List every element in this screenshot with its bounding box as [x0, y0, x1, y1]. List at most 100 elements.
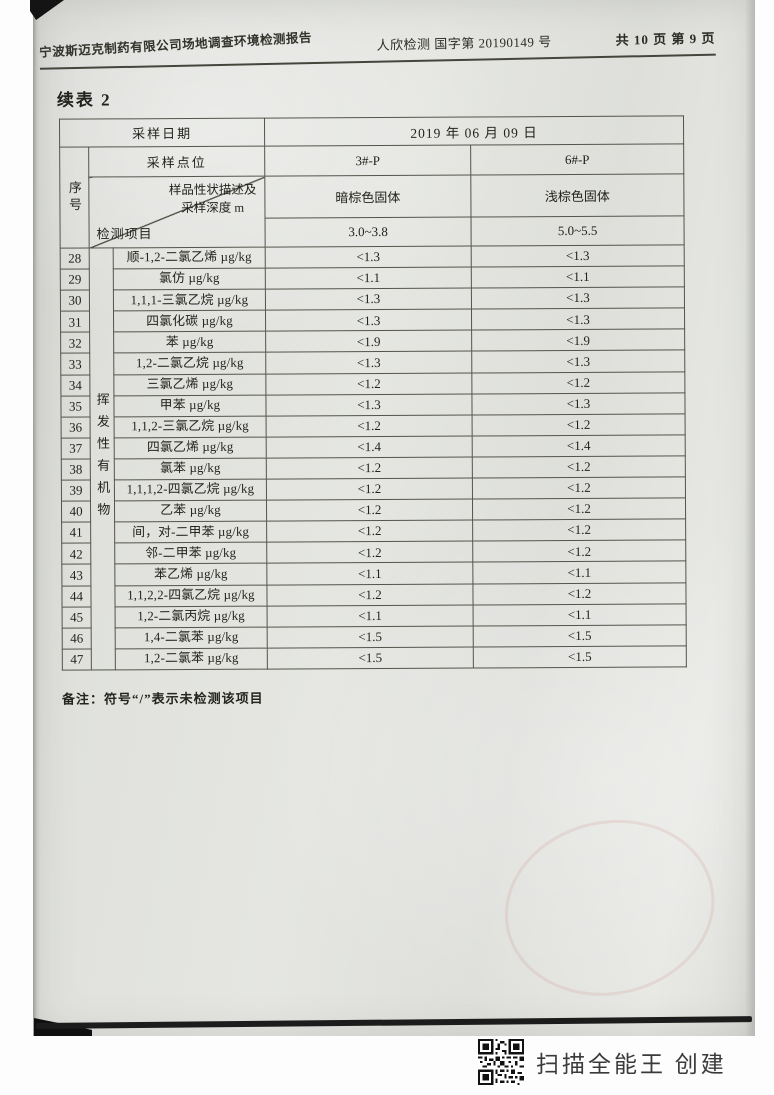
result-value-2: <1.5 [473, 624, 687, 647]
analyte-name: 苯 µg/kg [113, 331, 266, 354]
result-value-1: <1.2 [266, 414, 473, 437]
analyte-name: 四氯化碳 µg/kg [113, 310, 266, 333]
row-number: 37 [61, 437, 91, 460]
analyte-name: 氯苯 µg/kg [114, 458, 267, 480]
sample-depth-2: 5.0~5.5 [471, 215, 685, 247]
sample-depth-1: 3.0~3.8 [265, 217, 472, 248]
result-value-2: <1.2 [472, 476, 686, 500]
sampling-date-value: 2019 年 06 月 09 日 [264, 115, 684, 147]
row-number: 36 [61, 416, 91, 439]
row-number: 39 [61, 480, 91, 502]
result-value-1: <1.4 [266, 435, 473, 459]
row-number: 41 [61, 522, 91, 544]
results-table: 采样日期 2019 年 06 月 09 日 序号 采样点位 3#-P 6#-P … [58, 115, 687, 671]
page-number: 共 10 页 第 9 页 [615, 30, 716, 48]
result-value-2: <1.1 [473, 603, 687, 626]
analyte-name: 1,1,1-三氯乙烷 µg/kg [113, 289, 266, 312]
page-content: 宁波斯迈克制药有限公司场地调查环境检测报告 人欣检测 国字第 20190149 … [38, 27, 732, 1016]
header-row-points: 序号 采样点位 3#-P 6#-P [59, 143, 684, 249]
result-value-2: <1.1 [471, 266, 685, 289]
analyte-name: 1,4-二氯苯 µg/kg [115, 626, 268, 649]
result-value-2: <1.4 [472, 434, 686, 457]
serial-number-label: 序号 [66, 180, 82, 215]
sample-description-label: 样品性状描述及 采样深度 m [168, 182, 257, 216]
header-row-date: 采样日期 2019 年 06 月 09 日 [59, 115, 684, 148]
result-value-2: <1.3 [471, 287, 685, 310]
running-header: 宁波斯迈克制药有限公司场地调查环境检测报告 人欣检测 国字第 20190149 … [38, 27, 716, 70]
result-value-1: <1.3 [265, 309, 472, 332]
row-number: 46 [62, 627, 92, 649]
row-number: 47 [62, 648, 92, 671]
footnote: 备注：符号“/”表示未检测该项目 [61, 690, 264, 707]
result-value-1: <1.3 [265, 246, 472, 269]
report-number: 人欣检测 国字第 20190149 号 [376, 34, 552, 53]
result-value-2: <1.2 [471, 371, 685, 394]
sample-description-1: 暗棕色固体 [264, 175, 472, 219]
result-value-2: <1.2 [472, 498, 686, 521]
table-row: 47 1,2-二氯苯 µg/kg <1.5 <1.5 [62, 645, 687, 671]
result-value-2: <1.3 [471, 308, 685, 331]
result-value-1: <1.2 [265, 372, 472, 395]
row-number: 35 [60, 395, 91, 417]
test-item-label: 检测项目 [96, 226, 153, 242]
analyte-name: 三氯乙烯 µg/kg [113, 373, 266, 396]
analyte-name: 1,1,1,2-四氯乙烷 µg/kg [114, 479, 267, 502]
row-number: 31 [60, 311, 90, 333]
analyte-name: 邻-二甲苯 µg/kg [114, 542, 267, 565]
result-value-1: <1.2 [266, 520, 473, 543]
row-number: 40 [61, 501, 91, 523]
report-title: 宁波斯迈克制药有限公司场地调查环境检测报告 [38, 30, 313, 60]
row-number: 33 [60, 353, 90, 375]
result-value-1: <1.5 [267, 625, 474, 648]
row-number: 28 [60, 248, 90, 270]
result-value-1: <1.1 [266, 562, 473, 585]
analyte-name: 1,1,2-三氯乙烷 µg/kg [114, 415, 267, 438]
analyte-name: 1,2-二氯乙烷 µg/kg [113, 352, 266, 375]
diagonal-header-cell: 样品性状描述及 采样深度 m 检测项目 [88, 176, 266, 249]
sampling-point-1: 3#-P [264, 145, 471, 177]
result-value-2: <1.3 [471, 392, 686, 415]
result-value-2: <1.2 [472, 540, 686, 563]
serial-number-header: 序号 [59, 147, 90, 249]
row-number: 45 [62, 606, 92, 628]
result-value-2: <1.3 [471, 244, 685, 268]
faint-stamp-mark [488, 800, 732, 1016]
result-value-1: <1.2 [266, 456, 473, 480]
result-value-1: <1.2 [266, 478, 473, 501]
analyte-name: 间，对-二甲苯 µg/kg [114, 521, 267, 544]
result-value-2: <1.2 [472, 582, 687, 605]
analyte-name: 1,2-二氯丙烷 µg/kg [115, 605, 268, 628]
row-number: 29 [60, 269, 90, 291]
analyte-name: 氯仿 µg/kg [113, 268, 266, 291]
result-value-1: <1.1 [267, 604, 474, 627]
row-number: 34 [60, 374, 90, 396]
row-number: 38 [61, 458, 91, 481]
row-number: 44 [61, 585, 92, 607]
result-value-1: <1.2 [266, 541, 473, 564]
result-value-2: <1.5 [473, 645, 687, 668]
sampling-date-label: 采样日期 [59, 118, 265, 148]
result-value-1: <1.9 [265, 330, 472, 353]
analyte-group-label: 挥发性有机物 [94, 392, 111, 525]
result-value-1: <1.3 [265, 351, 472, 374]
scanner-footer: 扫描全能王 创建 [478, 1038, 727, 1086]
result-value-1: <1.2 [266, 583, 474, 606]
section-title: 续表 2 [56, 90, 112, 110]
analyte-name: 甲苯 µg/kg [113, 394, 267, 417]
result-value-1: <1.3 [265, 288, 472, 311]
row-number: 30 [60, 290, 90, 312]
analyte-name: 乙苯 µg/kg [114, 500, 267, 523]
row-number: 42 [61, 543, 91, 565]
scanned-page [33, 0, 755, 1036]
result-value-1: <1.3 [265, 393, 473, 416]
result-value-2: <1.3 [471, 350, 685, 373]
result-value-2: <1.2 [472, 413, 686, 436]
scanner-caption: 扫描全能王 创建 [536, 1052, 727, 1077]
analyte-name: 顺-1,2-二氯乙烯 µg/kg [113, 247, 266, 269]
result-value-2: <1.9 [471, 329, 685, 352]
row-number: 43 [61, 564, 91, 586]
analyte-name: 1,1,2,2-四氯乙烷 µg/kg [114, 584, 268, 607]
sample-description-2: 浅棕色固体 [470, 173, 685, 218]
result-value-2: <1.2 [472, 519, 686, 542]
qr-code-icon [478, 1039, 524, 1085]
